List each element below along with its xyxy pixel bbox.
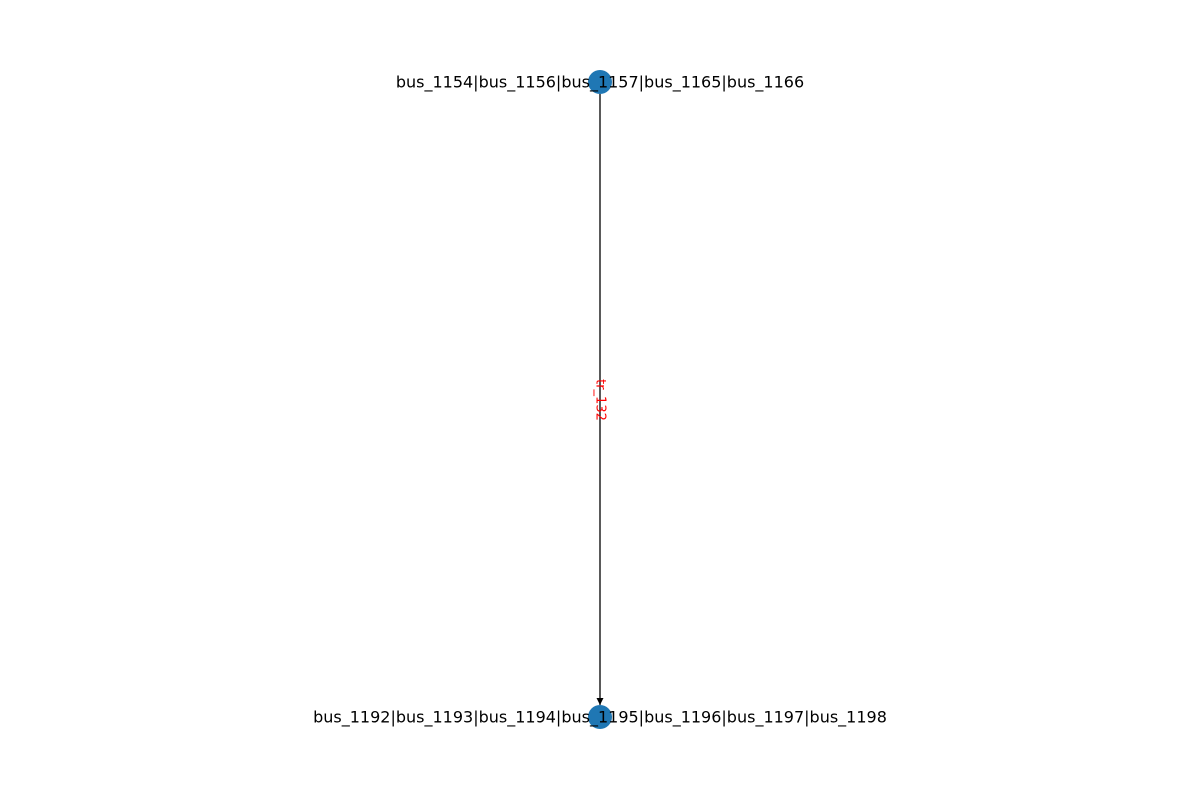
node-bottom-label: bus_1192|bus_1193|bus_1194|bus_1195|bus_…: [313, 708, 887, 728]
node-bottom-circle[interactable]: [588, 705, 612, 729]
node-top-circle[interactable]: [588, 70, 612, 94]
node-top-label: bus_1154|bus_1156|bus_1157|bus_1165|bus_…: [396, 73, 804, 93]
edge-label-tr-132: tr_132: [593, 379, 608, 421]
